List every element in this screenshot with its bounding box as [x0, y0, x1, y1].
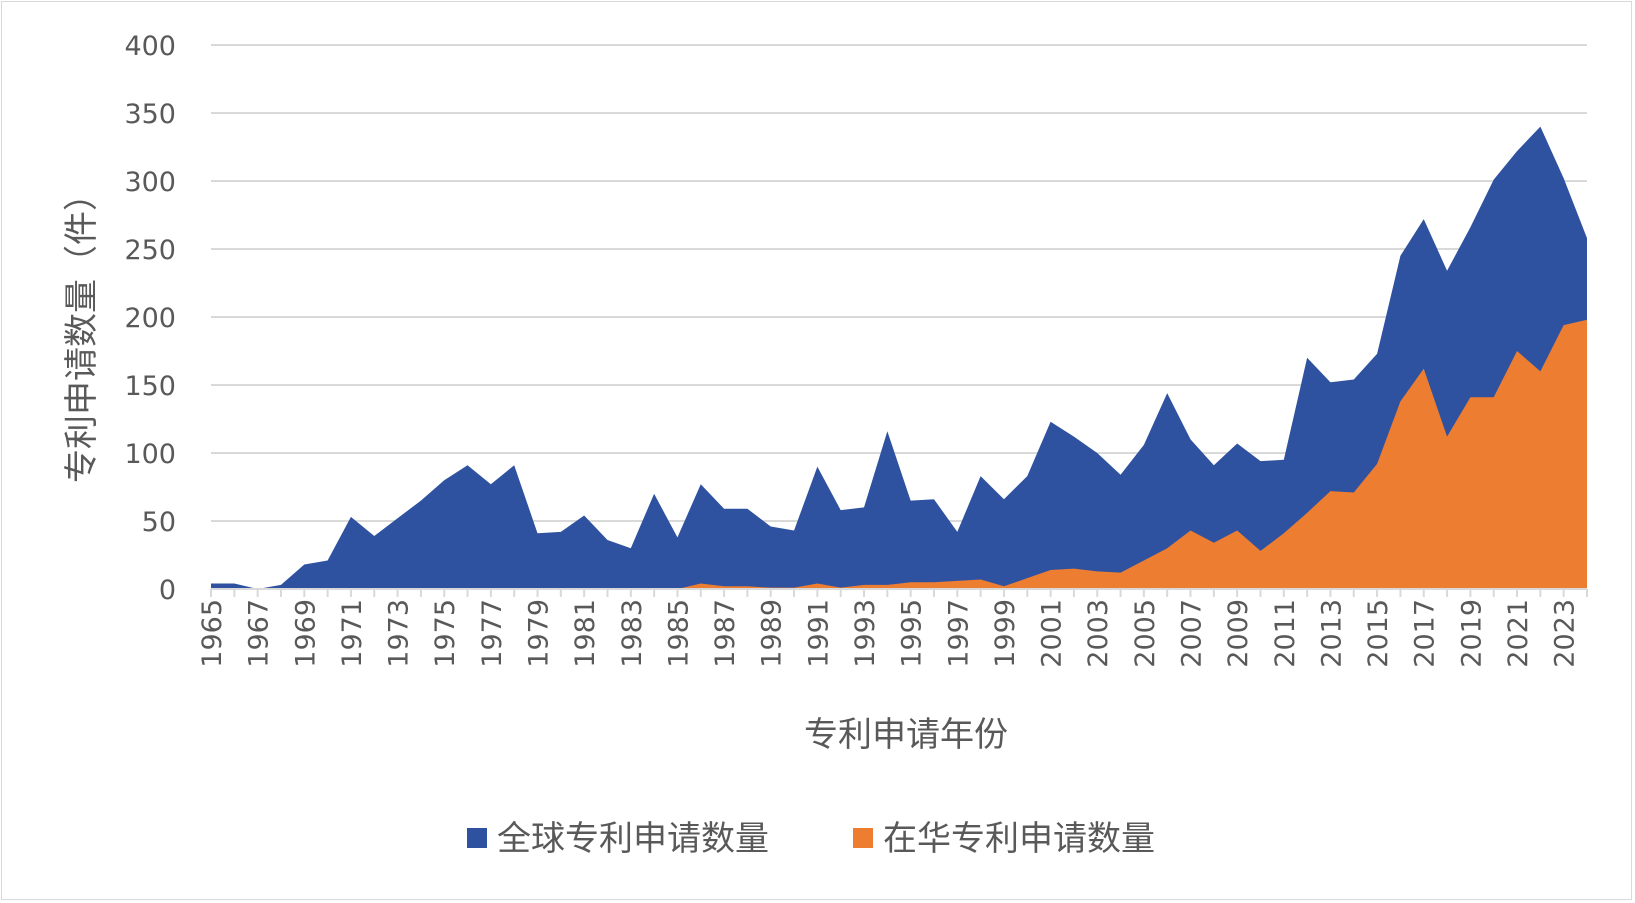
- legend: 全球专利申请数量 在华专利申请数量: [467, 819, 1155, 859]
- x-tick-label: 1979: [524, 599, 555, 668]
- x-tick-label: 1977: [477, 599, 508, 668]
- x-tick-label: 1969: [290, 599, 321, 668]
- x-tick-label: 1973: [384, 599, 415, 668]
- legend-swatch-1: [853, 828, 873, 848]
- y-tick-label: 350: [124, 99, 176, 130]
- x-axis: 1965 1967 1969 1971 1973 1975 1977 1979 1981 1983…: [197, 588, 1588, 668]
- x-tick-label: 2017: [1410, 599, 1441, 668]
- legend-label-1: 在华专利申请数量: [883, 819, 1155, 859]
- x-tick-label: 2007: [1177, 599, 1208, 668]
- y-tick-label: 0: [159, 575, 176, 606]
- x-tick-label: 1997: [943, 599, 974, 668]
- y-tick-label: 200: [124, 303, 176, 334]
- x-tick-label: 1987: [710, 599, 741, 668]
- x-tick-label: 1981: [570, 599, 601, 668]
- x-tick-label: 2013: [1316, 599, 1347, 668]
- y-tick-label: 100: [124, 439, 176, 470]
- x-tick-label: 2015: [1363, 599, 1394, 668]
- legend-swatch-0: [467, 828, 487, 848]
- y-axis-title: 专利申请数量（件）: [62, 177, 102, 483]
- y-tick-label: 50: [142, 507, 176, 538]
- x-tick-label: 2005: [1130, 599, 1161, 668]
- x-tick-label: 1993: [850, 599, 881, 668]
- x-tick-label: 1989: [757, 599, 788, 668]
- legend-label-0: 全球专利申请数量: [497, 819, 769, 859]
- y-tick-label: 250: [124, 235, 176, 266]
- y-tick-label: 300: [124, 167, 176, 198]
- x-tick-label: 2021: [1503, 599, 1534, 668]
- area-series-0: [211, 126, 1587, 589]
- x-tick-label: 2003: [1083, 599, 1114, 668]
- x-tick-label: 2009: [1223, 599, 1254, 668]
- series-areas: [211, 126, 1587, 589]
- x-tick-label: 1999: [990, 599, 1021, 668]
- x-tick-label: 1983: [617, 599, 648, 668]
- area-series-1: [211, 319, 1587, 589]
- x-tick-label: 2023: [1550, 599, 1581, 668]
- x-tick-label: 1995: [897, 599, 928, 668]
- y-tick-label: 400: [124, 31, 176, 62]
- x-tick-label: 1985: [663, 599, 694, 668]
- x-tick-label: 2001: [1037, 599, 1068, 668]
- y-tick-label: 150: [124, 371, 176, 402]
- x-tick-label: 1971: [337, 599, 368, 668]
- x-tick-label: 1967: [244, 599, 275, 668]
- x-tick-label: 1991: [803, 599, 834, 668]
- x-tick-label: 2011: [1270, 599, 1301, 668]
- y-axis: 0 50 100 150 200 250 300 350 400: [124, 31, 176, 606]
- x-tick-label: 1975: [430, 599, 461, 668]
- x-axis-title: 专利申请年份: [804, 715, 1008, 755]
- x-tick-label: 1965: [197, 599, 228, 668]
- x-tick-label: 2019: [1456, 599, 1487, 668]
